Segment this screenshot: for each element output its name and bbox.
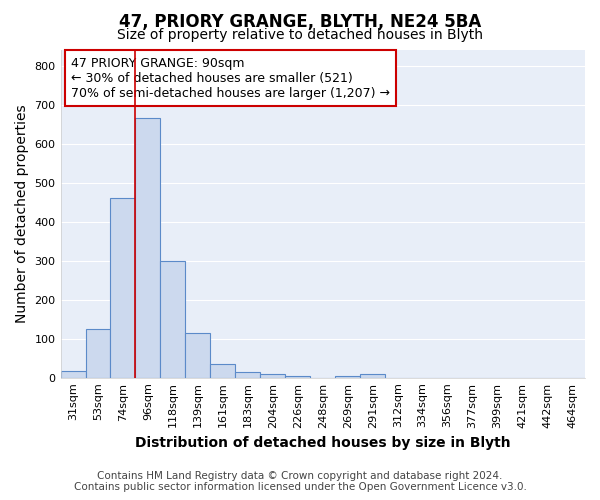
- Bar: [86, 329, 110, 378]
- Bar: [61, 370, 86, 378]
- Bar: [260, 374, 286, 378]
- Bar: [235, 372, 260, 378]
- Bar: [160, 260, 185, 378]
- Text: 47, PRIORY GRANGE, BLYTH, NE24 5BA: 47, PRIORY GRANGE, BLYTH, NE24 5BA: [119, 12, 481, 30]
- Text: Size of property relative to detached houses in Blyth: Size of property relative to detached ho…: [117, 28, 483, 42]
- X-axis label: Distribution of detached houses by size in Blyth: Distribution of detached houses by size …: [135, 436, 511, 450]
- Bar: [136, 118, 160, 378]
- Bar: [286, 376, 310, 378]
- Bar: [185, 333, 211, 378]
- Bar: [335, 376, 360, 378]
- Bar: [360, 374, 385, 378]
- Text: Contains HM Land Registry data © Crown copyright and database right 2024.
Contai: Contains HM Land Registry data © Crown c…: [74, 471, 526, 492]
- Bar: [211, 364, 235, 378]
- Y-axis label: Number of detached properties: Number of detached properties: [15, 104, 29, 323]
- Text: 47 PRIORY GRANGE: 90sqm
← 30% of detached houses are smaller (521)
70% of semi-d: 47 PRIORY GRANGE: 90sqm ← 30% of detache…: [71, 56, 390, 100]
- Bar: [110, 198, 136, 378]
